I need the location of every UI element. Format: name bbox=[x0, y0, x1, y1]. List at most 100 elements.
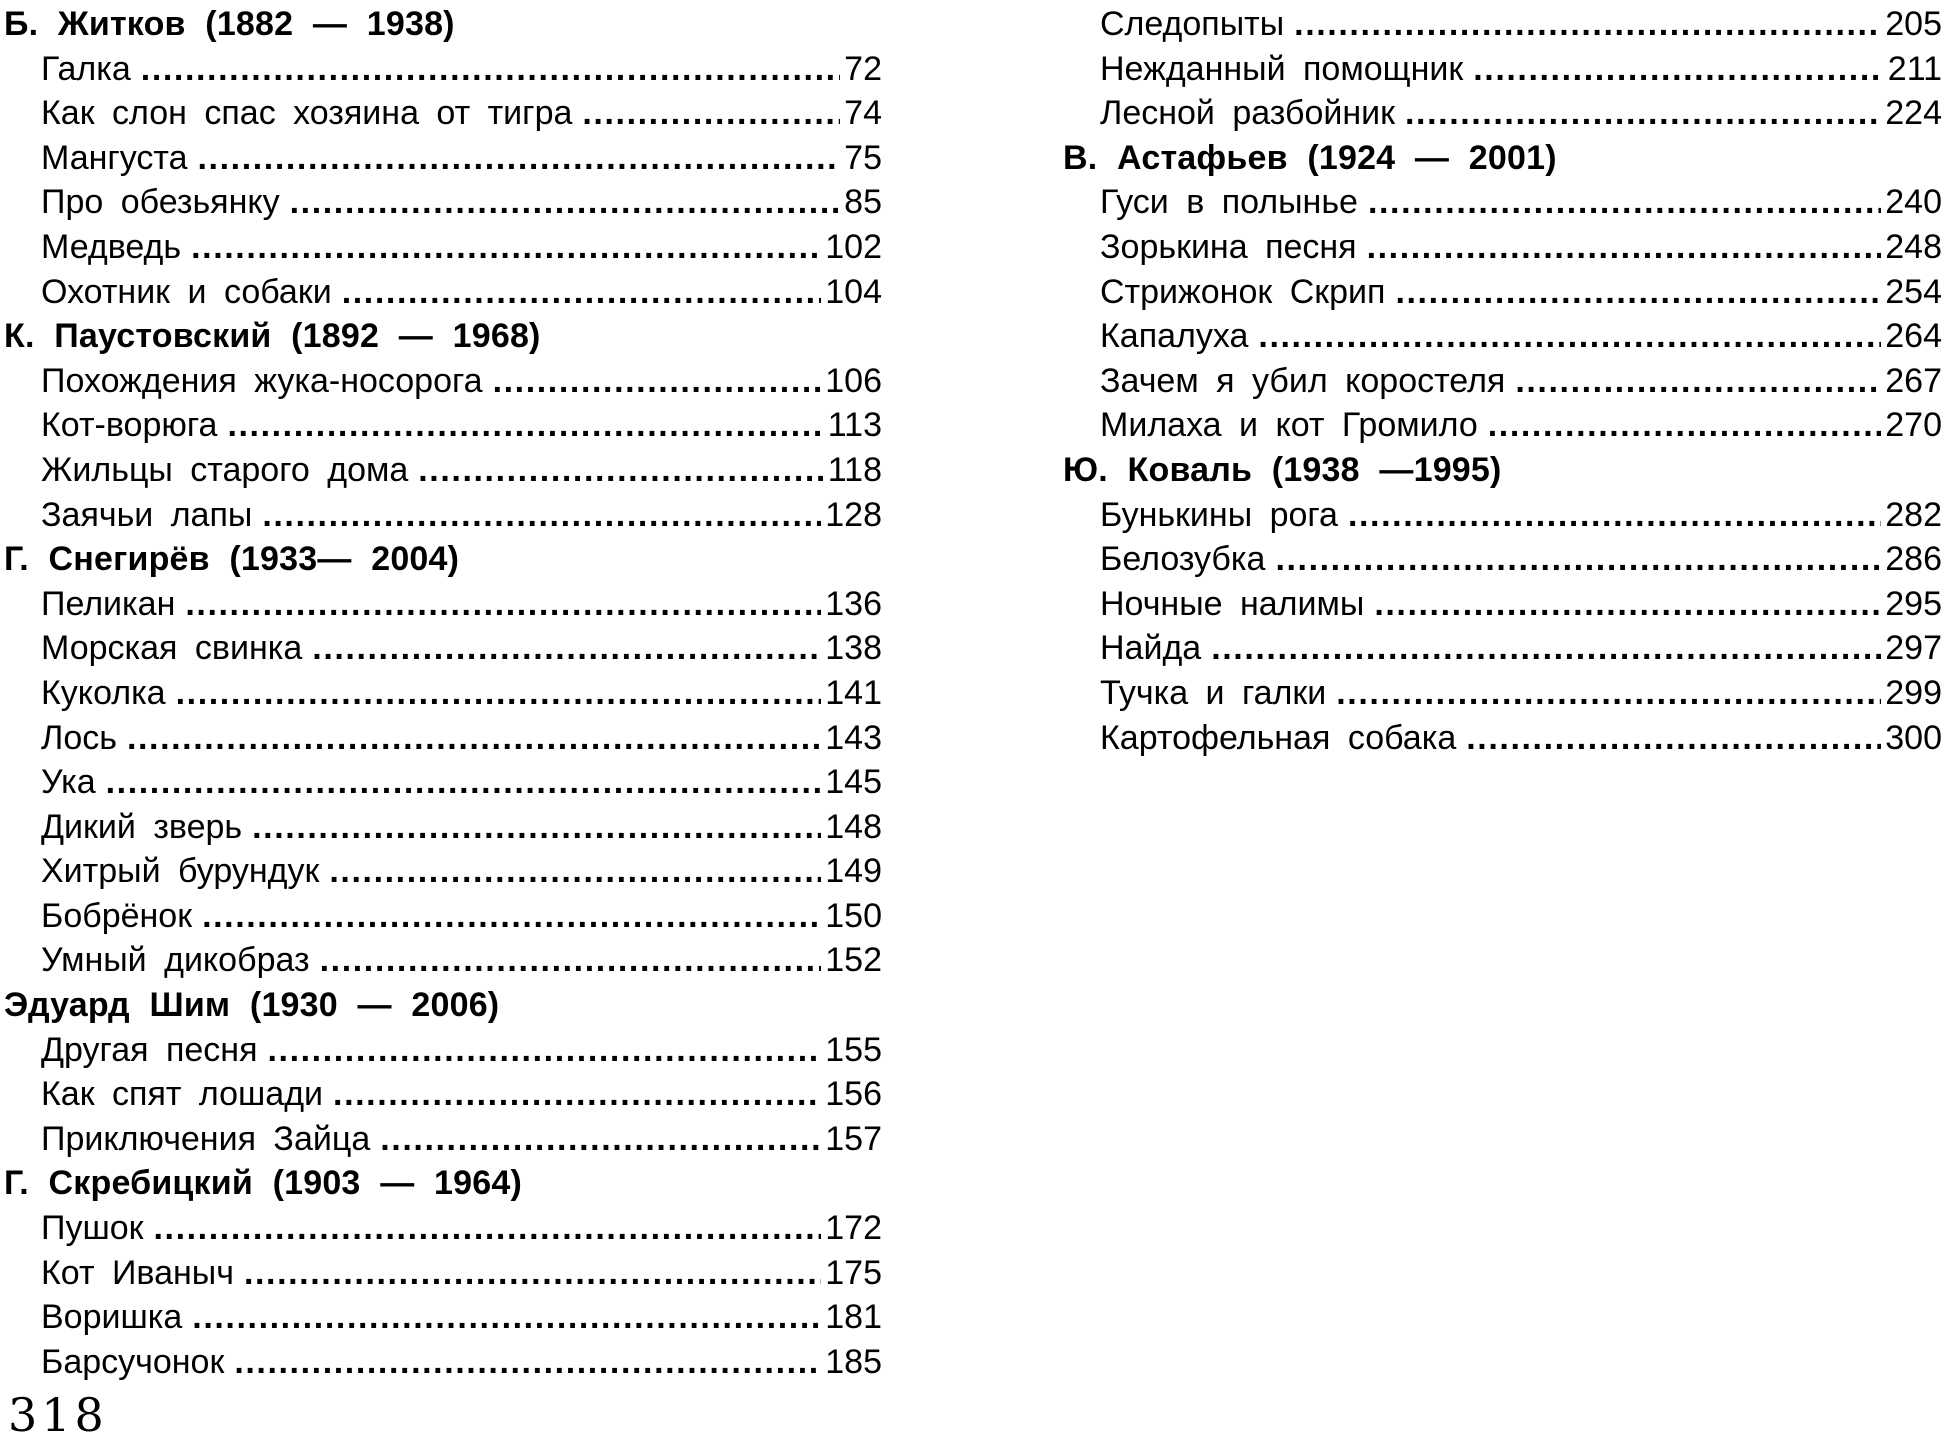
entry-page-number: 205 bbox=[1885, 5, 1942, 43]
dot-leader: ........................................… bbox=[1405, 94, 1881, 133]
entry-page-number: 185 bbox=[825, 1342, 882, 1381]
dot-leader: ........................................… bbox=[140, 49, 840, 88]
dot-leader: ........................................… bbox=[333, 1075, 822, 1114]
entry-page-number: 282 bbox=[1885, 495, 1942, 534]
entry-title: Ночные налимы bbox=[1100, 584, 1365, 623]
dot-leader: ........................................… bbox=[185, 584, 822, 623]
entry-title: Другая песня bbox=[41, 1030, 258, 1069]
entry-title: Медведь bbox=[41, 227, 182, 266]
toc-entry: Мангуста................................… bbox=[4, 136, 882, 181]
entry-title: Кот Иваныч bbox=[41, 1253, 234, 1292]
entry-page-number: 181 bbox=[825, 1298, 882, 1337]
toc-entry: Лось....................................… bbox=[4, 716, 882, 761]
dot-leader: ........................................… bbox=[227, 406, 824, 445]
entry-title: Воришка bbox=[41, 1298, 183, 1337]
entry-page-number: 104 bbox=[825, 272, 882, 311]
entry-page-number: 270 bbox=[1885, 406, 1942, 445]
entry-page-number: 141 bbox=[825, 673, 882, 712]
entry-title: Хитрый бурундук bbox=[41, 852, 320, 891]
toc-entry: Капалуха................................… bbox=[1063, 314, 1942, 359]
dot-leader: ........................................… bbox=[329, 852, 822, 891]
entry-page-number: 138 bbox=[825, 629, 882, 668]
dot-leader: ........................................… bbox=[1347, 495, 1881, 534]
entry-title: Лось bbox=[41, 718, 117, 757]
dot-leader: ........................................… bbox=[1395, 272, 1882, 311]
toc-entry: Лесной разбойник........................… bbox=[1063, 91, 1942, 136]
dot-leader: ........................................… bbox=[262, 495, 821, 534]
dot-leader: ........................................… bbox=[267, 1030, 821, 1069]
entry-page-number: 156 bbox=[825, 1075, 882, 1114]
entry-page-number: 224 bbox=[1885, 94, 1942, 133]
entry-title: Галка bbox=[41, 49, 131, 88]
toc-entry: Пушок...................................… bbox=[4, 1206, 882, 1251]
toc-entry: Найда...................................… bbox=[1063, 626, 1942, 671]
entry-title: Пушок bbox=[41, 1209, 144, 1248]
dot-leader: ........................................… bbox=[582, 94, 840, 133]
toc-entry: Воришка.................................… bbox=[4, 1295, 882, 1340]
dot-leader: ........................................… bbox=[105, 763, 822, 802]
author-header: К. Паустовский (1892 — 1968) bbox=[4, 317, 541, 356]
toc-entry: Хитрый бурундук.........................… bbox=[4, 849, 882, 894]
toc-column-right: Следопыты...............................… bbox=[1063, 2, 1942, 760]
entry-title: Нежданный помощник bbox=[1100, 49, 1464, 88]
author-header: Г. Снегирёв (1933— 2004) bbox=[4, 540, 460, 579]
entry-page-number: 143 bbox=[825, 718, 882, 757]
toc-entry: Как слон спас хозяина от тигра..........… bbox=[4, 91, 882, 136]
entry-page-number: 128 bbox=[825, 495, 882, 534]
entry-title: Заячьи лапы bbox=[41, 495, 253, 534]
entry-page-number: 106 bbox=[825, 361, 882, 400]
entry-page-number: 286 bbox=[1885, 540, 1942, 579]
dot-leader: ........................................… bbox=[1258, 317, 1882, 356]
toc-entry: Ука.....................................… bbox=[4, 760, 882, 805]
entry-page-number: 145 bbox=[825, 763, 882, 802]
entry-title: Как слон спас хозяина от тигра bbox=[41, 94, 573, 133]
toc-entry: Стрижонок Скрип.........................… bbox=[1063, 270, 1942, 315]
entry-title: Лесной разбойник bbox=[1100, 94, 1396, 133]
author-header: Г. Скребицкий (1903 — 1964) bbox=[4, 1164, 522, 1203]
toc-entry: Зорькина песня..........................… bbox=[1063, 225, 1942, 270]
dot-leader: ........................................… bbox=[312, 629, 821, 668]
entry-title: Белозубка bbox=[1100, 540, 1266, 579]
entry-page-number: 264 bbox=[1885, 317, 1942, 356]
entry-page-number: 118 bbox=[827, 450, 882, 489]
entry-page-number: 254 bbox=[1885, 272, 1942, 311]
toc-entry: Про обезьянку...........................… bbox=[4, 180, 882, 225]
dot-leader: ........................................… bbox=[380, 1119, 822, 1158]
entry-title: Как спят лошади bbox=[41, 1075, 324, 1114]
entry-title: Жильцы старого дома bbox=[41, 450, 409, 489]
entry-page-number: 155 bbox=[825, 1030, 882, 1069]
dot-leader: ........................................… bbox=[202, 896, 822, 935]
dot-leader: ........................................… bbox=[243, 1253, 821, 1292]
dot-leader: ........................................… bbox=[418, 450, 824, 489]
toc-entry: Как спят лошади.........................… bbox=[4, 1072, 882, 1117]
dot-leader: ........................................… bbox=[153, 1209, 822, 1248]
dot-leader: ........................................… bbox=[319, 941, 822, 980]
toc-entry: Ночные налимы...........................… bbox=[1063, 582, 1942, 627]
author-header: Ю. Коваль (1938 —1995) bbox=[1063, 450, 1502, 489]
toc-entry: Кот Иваныч..............................… bbox=[4, 1251, 882, 1296]
toc-column-left: Б. Житков (1882 — 1938) Галка............… bbox=[4, 2, 882, 1384]
entry-page-number: 75 bbox=[844, 138, 882, 177]
dot-leader: ........................................… bbox=[492, 361, 822, 400]
entry-title: Пеликан bbox=[41, 584, 176, 623]
entry-title: Охотник и собаки bbox=[41, 272, 332, 311]
entry-page-number: 72 bbox=[844, 49, 882, 88]
dot-leader: ........................................… bbox=[1366, 227, 1882, 266]
entry-title: Приключения Зайца bbox=[41, 1119, 371, 1158]
dot-leader: ........................................… bbox=[126, 718, 822, 757]
dot-leader: ........................................… bbox=[191, 227, 822, 266]
toc-entry: Бунькины рога...........................… bbox=[1063, 493, 1942, 538]
entry-page-number: 136 bbox=[825, 584, 882, 623]
entry-title: Бобрёнок bbox=[41, 896, 193, 935]
dot-leader: ........................................… bbox=[1515, 361, 1881, 400]
entry-title: Гуси в полынье bbox=[1100, 183, 1358, 222]
dot-leader: ........................................… bbox=[197, 138, 841, 177]
toc-entry: Пеликан.................................… bbox=[4, 582, 882, 627]
toc-entry: Охотник и собаки........................… bbox=[4, 270, 882, 315]
toc-entry: Дикий зверь.............................… bbox=[4, 805, 882, 850]
entry-page-number: 150 bbox=[825, 896, 882, 935]
entry-page-number: 172 bbox=[825, 1209, 882, 1248]
entry-title: Дикий зверь bbox=[41, 807, 243, 846]
entry-page-number: 149 bbox=[825, 852, 882, 891]
dot-leader: ........................................… bbox=[341, 272, 822, 311]
